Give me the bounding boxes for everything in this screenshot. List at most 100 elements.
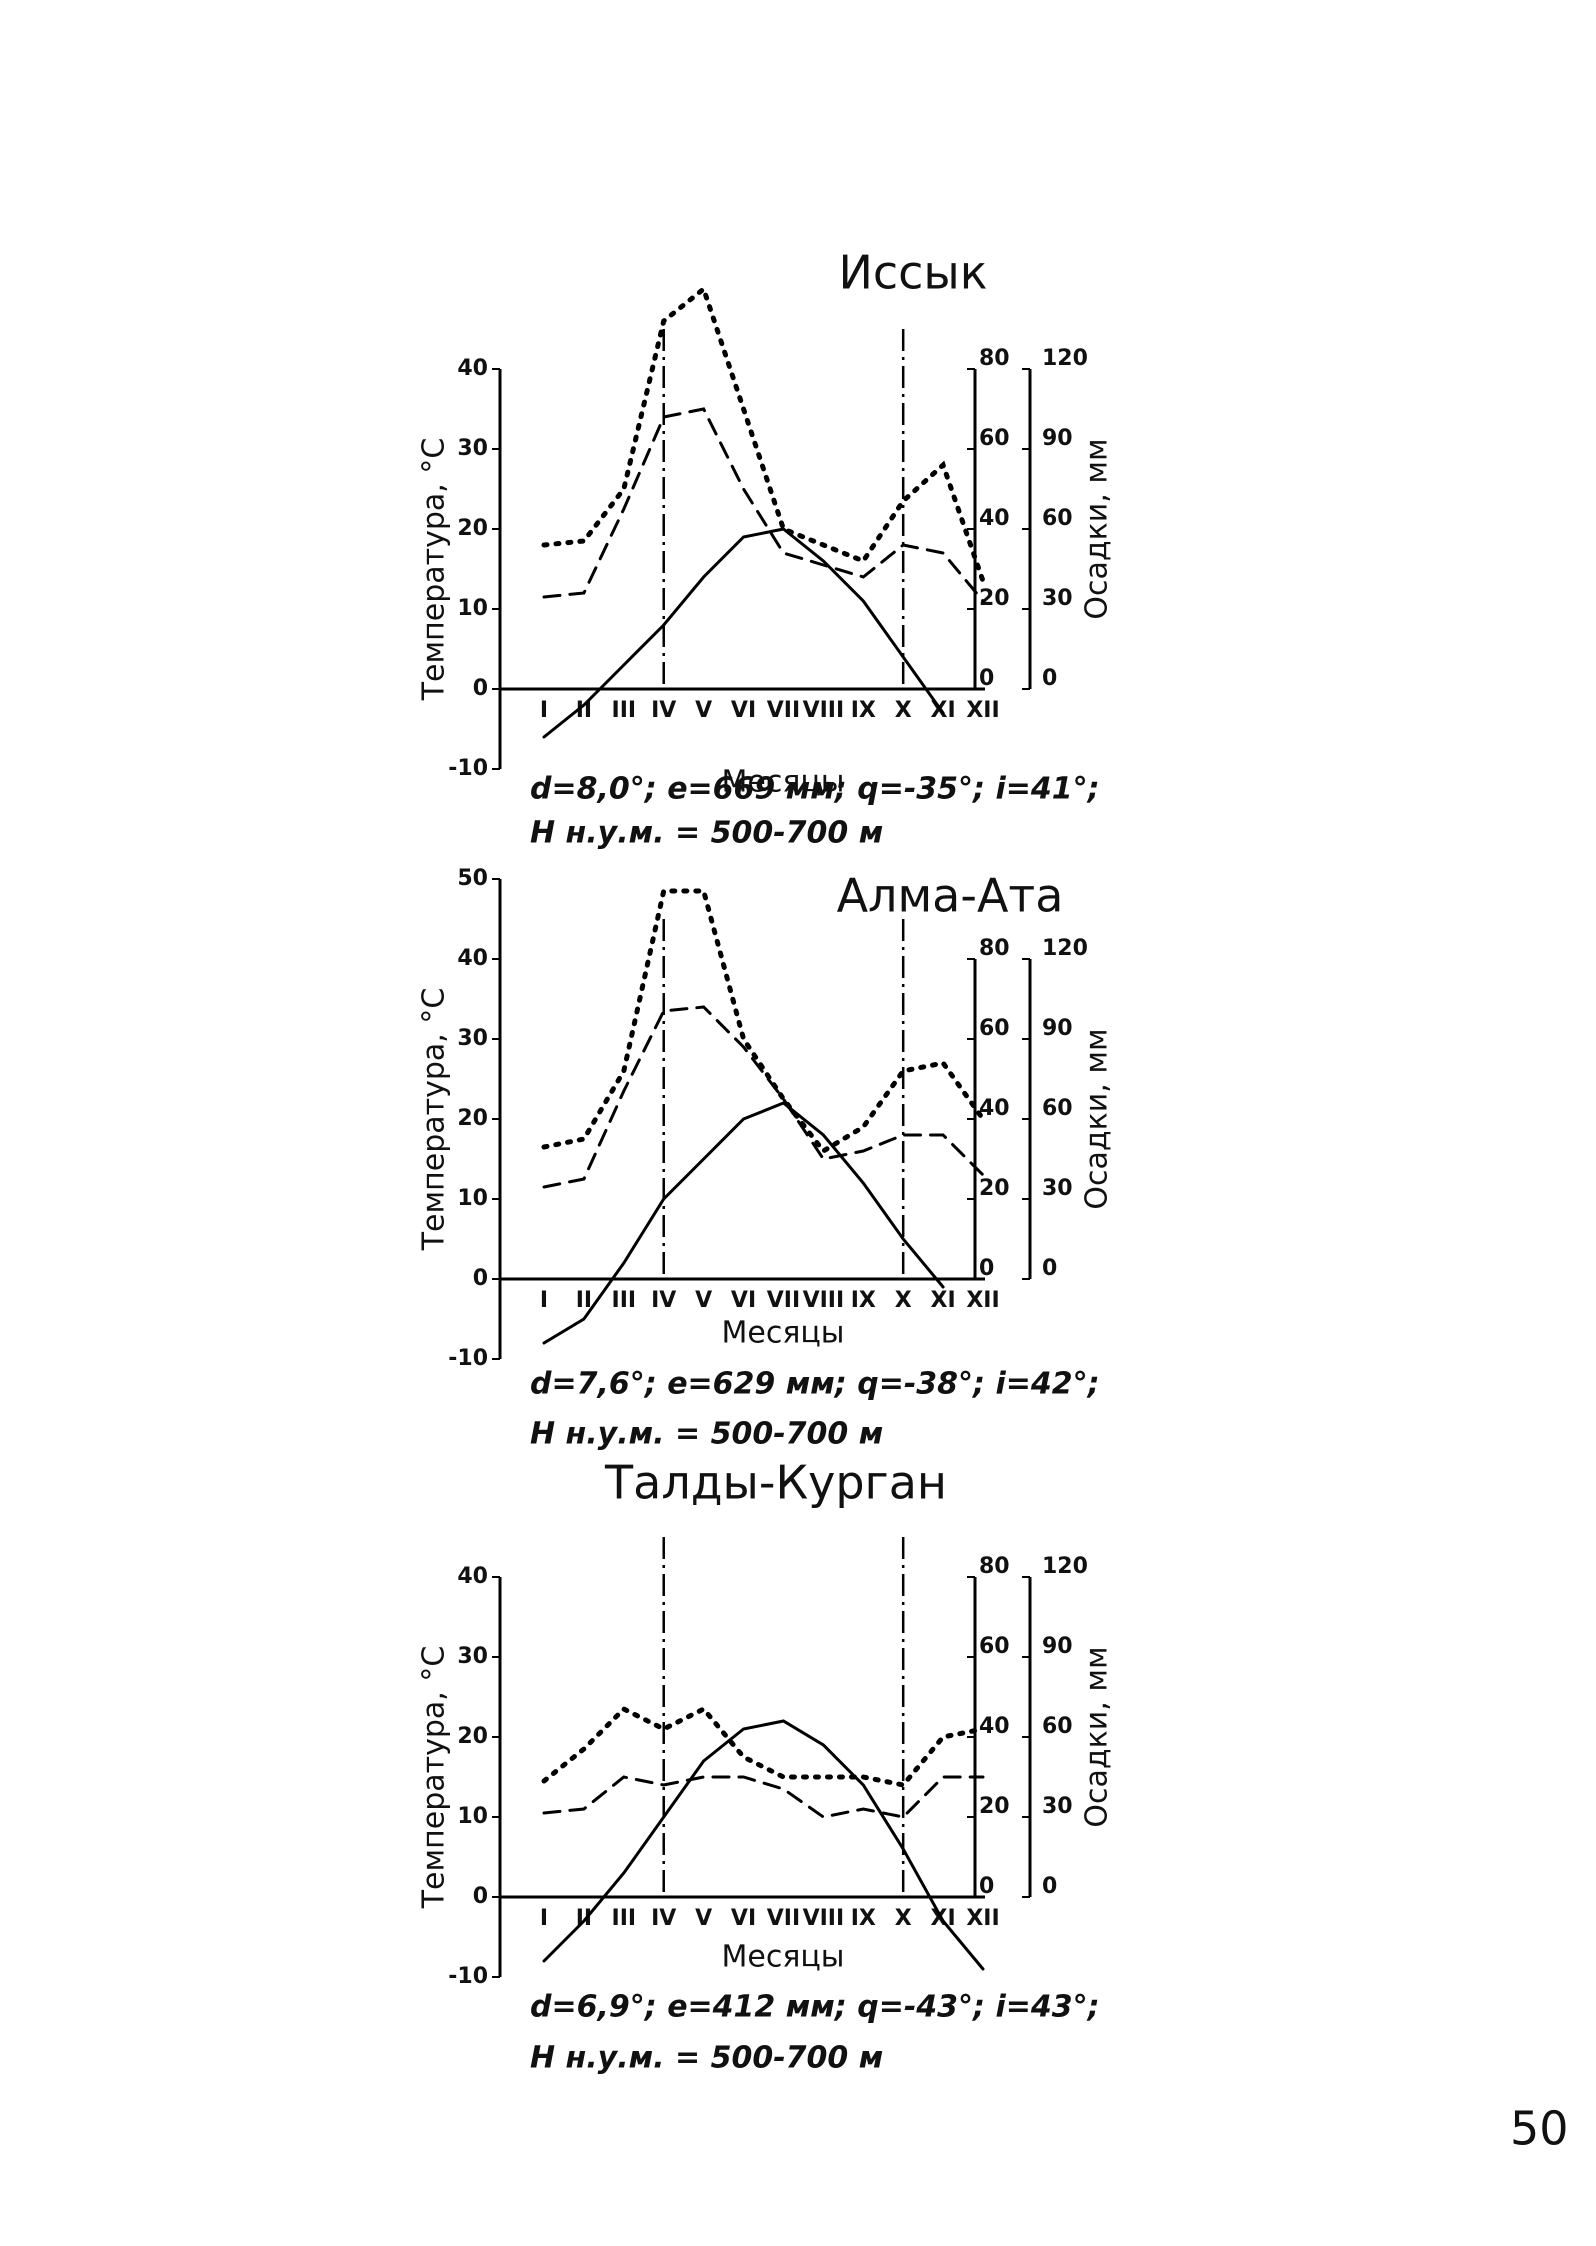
y-tick-label: 30 [457, 1026, 488, 1051]
y-tick-label: 10 [457, 1186, 488, 1211]
x-tick-label: VII [767, 1906, 800, 1931]
series-line [542, 1005, 985, 1189]
x-axis-label: Месяцы [722, 1316, 845, 1351]
x-tick-label: IV [651, 1288, 676, 1313]
y-tick-label: 40 [457, 946, 488, 971]
series-line [541, 284, 986, 584]
x-axis-label: Месяцы [722, 1940, 845, 1975]
x-tick-label: XII [966, 1906, 999, 1931]
x-tick-label: X [895, 698, 912, 723]
x-tick-label: X [895, 1288, 912, 1313]
x-tick-label: III [612, 698, 637, 723]
annotation: Н н.у.м. = 500-700 м [530, 2041, 883, 2076]
x-tick-label: VII [767, 698, 800, 723]
x-tick-label: III [612, 1288, 637, 1313]
y3-tick-label: 0 [1042, 1256, 1057, 1281]
y-tick-label: 10 [457, 1804, 488, 1829]
y-tick-label: 0 [473, 676, 488, 701]
y-tick-label: 50 [457, 866, 488, 891]
x-tick-label: I [540, 1288, 548, 1313]
y3-tick-label: 0 [1042, 1874, 1057, 1899]
y-axis-label: Температура, °С [417, 438, 452, 702]
y2-tick-label: 40 [979, 506, 1010, 531]
x-tick-label: IX [851, 1288, 876, 1313]
y2-tick-label: 40 [979, 1714, 1010, 1739]
y2-tick-label: 60 [979, 426, 1010, 451]
y3-tick-label: 120 [1042, 1554, 1088, 1579]
y2-tick-label: 80 [979, 346, 1010, 371]
y3-tick-label: 0 [1042, 666, 1057, 691]
x-tick-label: V [695, 698, 712, 723]
y-tick-label: 30 [457, 1644, 488, 1669]
x-tick-label: I [540, 1906, 548, 1931]
x-tick-label: II [576, 1288, 592, 1313]
chart-title: Талды-Курган [604, 1456, 947, 1510]
x-tick-label: I [540, 698, 548, 723]
x-tick-label: VIII [803, 1288, 845, 1313]
y-tick-label: -10 [448, 1346, 488, 1371]
y2-tick-label: 80 [979, 936, 1010, 961]
x-tick-label: X [895, 1906, 912, 1931]
series-line [542, 1719, 985, 1971]
annotation: d=7,6°; e=629 мм; q=-38°; i=42°; [530, 1367, 1100, 1402]
x-tick-label: XII [966, 1288, 999, 1313]
y3-tick-label: 90 [1042, 426, 1073, 451]
annotation: Н н.у.м. = 500-700 м [530, 816, 883, 851]
y3-tick-label: 120 [1042, 346, 1088, 371]
y2-axis-label: Осадки, мм [1080, 1646, 1115, 1827]
y2-tick-label: 20 [979, 586, 1010, 611]
y3-tick-label: 60 [1042, 506, 1073, 531]
y2-tick-label: 60 [979, 1016, 1010, 1041]
series-line [541, 888, 986, 1155]
x-tick-label: XI [931, 1288, 956, 1313]
series-line [542, 407, 985, 603]
y-tick-label: 20 [457, 1106, 488, 1131]
x-tick-label: VI [731, 698, 756, 723]
y2-axis-label: Осадки, мм [1080, 1028, 1115, 1209]
annotation: d=8,0°; e=669 мм; q=-35°; i=41°; [530, 772, 1100, 807]
series-line [542, 1101, 945, 1345]
y2-tick-label: 60 [979, 1634, 1010, 1659]
x-tick-label: V [695, 1906, 712, 1931]
y-tick-label: -10 [448, 756, 488, 781]
x-tick-label: VI [731, 1288, 756, 1313]
y-tick-label: 30 [457, 436, 488, 461]
y-tick-label: 0 [473, 1266, 488, 1291]
y-tick-label: 40 [457, 356, 488, 381]
x-tick-label: IX [851, 1906, 876, 1931]
y3-tick-label: 30 [1042, 586, 1073, 611]
series-line [542, 527, 945, 739]
y-tick-label: 20 [457, 1724, 488, 1749]
x-tick-label: VIII [803, 1906, 845, 1931]
y-tick-label: -10 [448, 1964, 488, 1989]
annotation: Н н.у.м. = 500-700 м [530, 1417, 883, 1452]
y-tick-label: 0 [473, 1884, 488, 1909]
y3-tick-label: 30 [1042, 1794, 1073, 1819]
x-tick-label: VIII [803, 698, 845, 723]
y3-tick-label: 30 [1042, 1176, 1073, 1201]
y-tick-label: 40 [457, 1564, 488, 1589]
y2-tick-label: 20 [979, 1794, 1010, 1819]
y3-tick-label: 120 [1042, 936, 1088, 961]
y2-tick-label: 20 [979, 1176, 1010, 1201]
y-axis-label: Температура, °С [417, 1646, 452, 1910]
x-tick-label: IV [651, 698, 676, 723]
y3-tick-label: 90 [1042, 1016, 1073, 1041]
x-tick-label: VI [731, 1906, 756, 1931]
annotation: d=6,9°; e=412 мм; q=-43°; i=43°; [530, 1990, 1100, 2025]
x-tick-label: III [612, 1906, 637, 1931]
y3-tick-label: 60 [1042, 1096, 1073, 1121]
y2-axis-label: Осадки, мм [1080, 438, 1115, 619]
x-tick-label: VII [767, 1288, 800, 1313]
x-tick-label: IX [851, 698, 876, 723]
y-tick-label: 10 [457, 596, 488, 621]
y2-tick-label: 0 [979, 1256, 994, 1281]
series-line [541, 1705, 986, 1788]
y2-tick-label: 0 [979, 666, 994, 691]
chart-title: Иссык [838, 246, 987, 300]
y3-tick-label: 90 [1042, 1634, 1073, 1659]
y-tick-label: 20 [457, 516, 488, 541]
y-axis-label: Температура, °С [417, 988, 452, 1252]
y2-tick-label: 0 [979, 1874, 994, 1899]
